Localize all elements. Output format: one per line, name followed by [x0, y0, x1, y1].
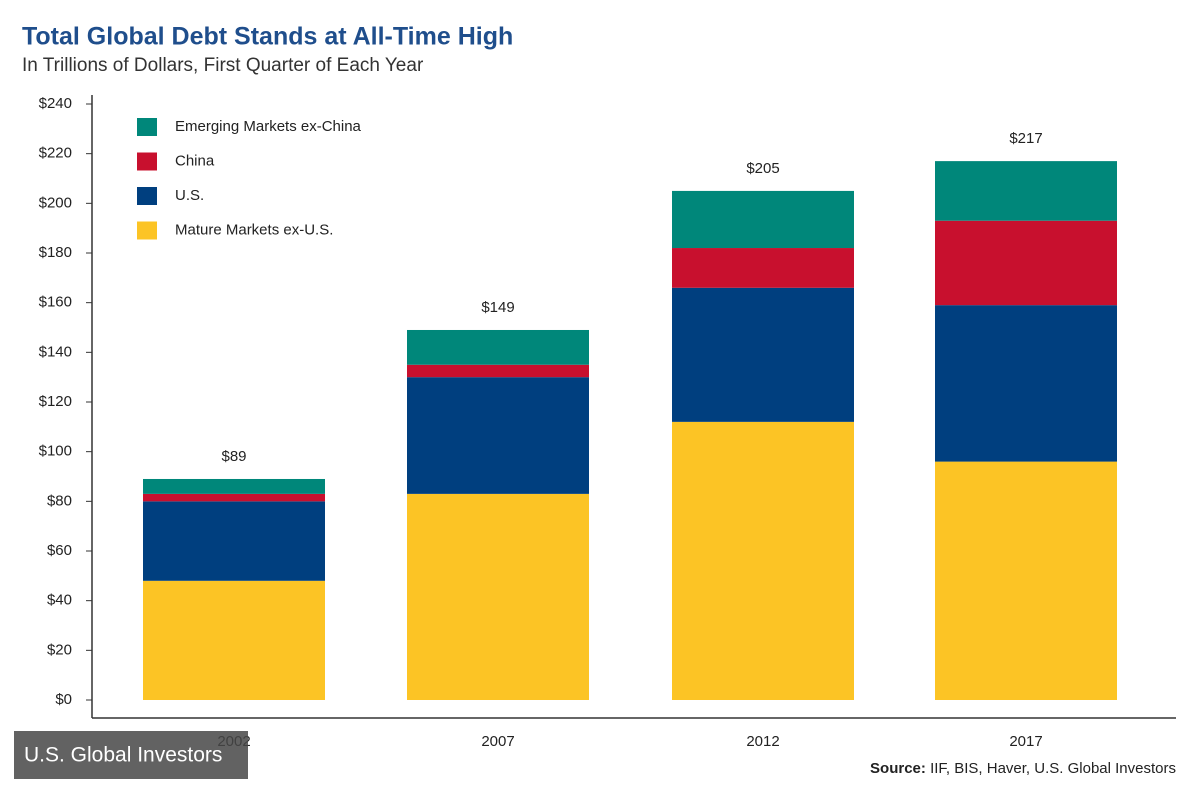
legend-label: Mature Markets ex-U.S. — [175, 221, 333, 238]
watermark: U.S. Global Investors — [24, 744, 222, 767]
bar-segment — [143, 493, 325, 502]
source-label: Source: — [870, 760, 926, 777]
legend-label: China — [175, 152, 215, 169]
x-tick-label: 2012 — [746, 733, 779, 750]
y-tick-label: $60 — [47, 542, 72, 559]
bar-segment — [407, 364, 589, 378]
y-tick-label: $100 — [39, 443, 72, 460]
y-tick-label: $140 — [39, 343, 72, 360]
bar-segment — [672, 190, 854, 249]
watermark-box — [14, 731, 248, 779]
total-label: $89 — [221, 448, 246, 465]
total-label: $217 — [1009, 130, 1042, 147]
y-tick-label: $120 — [39, 393, 72, 410]
bar-segment — [143, 478, 325, 494]
x-tick-label: 2017 — [1009, 733, 1042, 750]
y-tick-label: $180 — [39, 244, 72, 261]
bar-segment — [407, 329, 589, 365]
bar-segment — [935, 161, 1117, 221]
legend-swatch — [137, 152, 157, 171]
legend-label: U.S. — [175, 187, 204, 204]
legend-swatch — [137, 187, 157, 205]
y-tick-label: $200 — [39, 194, 72, 211]
y-tick-label: $0 — [55, 691, 72, 708]
total-label: $205 — [746, 160, 779, 177]
chart-subtitle: In Trillions of Dollars, First Quarter o… — [22, 55, 424, 76]
bar-segment — [935, 461, 1117, 700]
y-tick-label: $240 — [39, 95, 72, 112]
legend-swatch — [137, 118, 157, 136]
bar-segment — [407, 493, 589, 700]
y-tick-label: $160 — [39, 294, 72, 311]
y-tick-label: $20 — [47, 641, 72, 658]
bar-segment — [143, 501, 325, 581]
bar-segment — [935, 220, 1117, 306]
source-text: IIF, BIS, Haver, U.S. Global Investors — [930, 760, 1176, 777]
legend-label: Emerging Markets ex-China — [175, 118, 362, 135]
bar-segment — [672, 287, 854, 422]
x-tick-label: 2007 — [481, 733, 514, 750]
bar-segment — [407, 377, 589, 494]
legend-swatch — [137, 221, 157, 240]
y-tick-label: $220 — [39, 145, 72, 162]
y-tick-label: $80 — [47, 492, 72, 509]
bar-segment — [935, 305, 1117, 462]
bar-segment — [672, 421, 854, 700]
y-tick-label: $40 — [47, 592, 72, 609]
total-label: $149 — [481, 299, 514, 316]
source: Source: IIF, BIS, Haver, U.S. Global Inv… — [870, 760, 1176, 777]
chart-title: Total Global Debt Stands at All-Time Hig… — [22, 23, 513, 51]
bar-segment — [672, 248, 854, 288]
bar-segment — [143, 580, 325, 700]
